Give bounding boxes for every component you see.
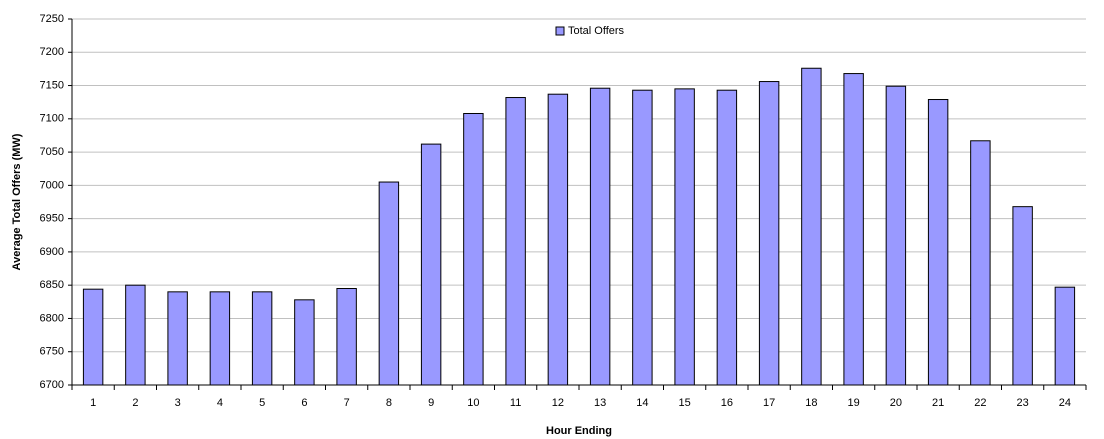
y-tick-label: 7250 <box>40 13 64 25</box>
legend-box <box>549 20 647 42</box>
y-axis-label: Average Total Offers (MW) <box>11 133 23 270</box>
x-tick-label: 21 <box>932 397 944 409</box>
x-tick-label: 6 <box>301 397 307 409</box>
bar <box>505 97 526 386</box>
x-tick-label: 11 <box>510 397 521 409</box>
x-tick-label: 1 <box>90 397 96 409</box>
bar <box>251 291 273 386</box>
x-tick-label: 7 <box>344 397 350 409</box>
x-tick-label: 22 <box>974 397 986 409</box>
bar <box>632 89 653 386</box>
legend-label: Total Offers <box>568 25 625 37</box>
bar <box>927 99 949 386</box>
x-tick-label: 18 <box>805 397 817 409</box>
x-tick-label: 16 <box>721 397 733 409</box>
x-tick-label: 3 <box>175 397 181 409</box>
bar <box>336 288 357 386</box>
y-tick-label: 7200 <box>40 46 64 58</box>
bar <box>1012 206 1033 386</box>
x-tick-label: 9 <box>428 397 434 409</box>
bar <box>420 143 442 386</box>
x-tick-label: 2 <box>132 397 138 409</box>
bar <box>378 181 400 386</box>
bar <box>1054 286 1076 386</box>
bar <box>843 73 864 386</box>
bar <box>294 299 315 386</box>
x-tick-label: 24 <box>1059 397 1071 409</box>
bar <box>125 284 146 386</box>
y-tick-label: 6900 <box>40 246 64 258</box>
x-tick-label: 12 <box>552 397 564 409</box>
x-tick-label: 14 <box>636 397 648 409</box>
bar <box>167 291 188 386</box>
bar <box>674 88 695 386</box>
bar <box>209 291 231 386</box>
x-tick-label: 8 <box>386 397 392 409</box>
y-tick-label: 6750 <box>40 346 64 358</box>
x-tick-label: 20 <box>890 397 902 409</box>
x-tick-label: 10 <box>467 397 479 409</box>
bar <box>758 81 780 386</box>
x-tick-label: 23 <box>1017 397 1029 409</box>
x-tick-label: 13 <box>594 397 606 409</box>
bar <box>463 112 484 386</box>
y-tick-label: 7150 <box>40 79 64 91</box>
bar <box>547 93 569 386</box>
x-tick-label: 4 <box>217 397 223 409</box>
bar <box>970 140 991 386</box>
y-tick-label: 6700 <box>40 379 64 391</box>
bar <box>885 85 907 386</box>
x-tick-label: 5 <box>259 397 265 409</box>
x-tick-label: 17 <box>763 397 775 409</box>
y-tick-label: 6800 <box>40 312 64 324</box>
y-tick-label: 7100 <box>40 113 64 125</box>
y-tick-label: 7000 <box>40 179 64 191</box>
x-tick-label: 19 <box>848 397 860 409</box>
bar <box>82 288 104 386</box>
y-tick-label: 6850 <box>40 279 64 291</box>
y-tick-label: 6950 <box>40 213 64 225</box>
legend-swatch <box>555 26 565 36</box>
x-tick-label: 15 <box>679 397 691 409</box>
y-tick-label: 7050 <box>40 146 64 158</box>
bar <box>589 87 611 386</box>
bar <box>801 67 822 386</box>
x-axis-label: Hour Ending <box>546 425 612 437</box>
bar <box>716 89 738 386</box>
